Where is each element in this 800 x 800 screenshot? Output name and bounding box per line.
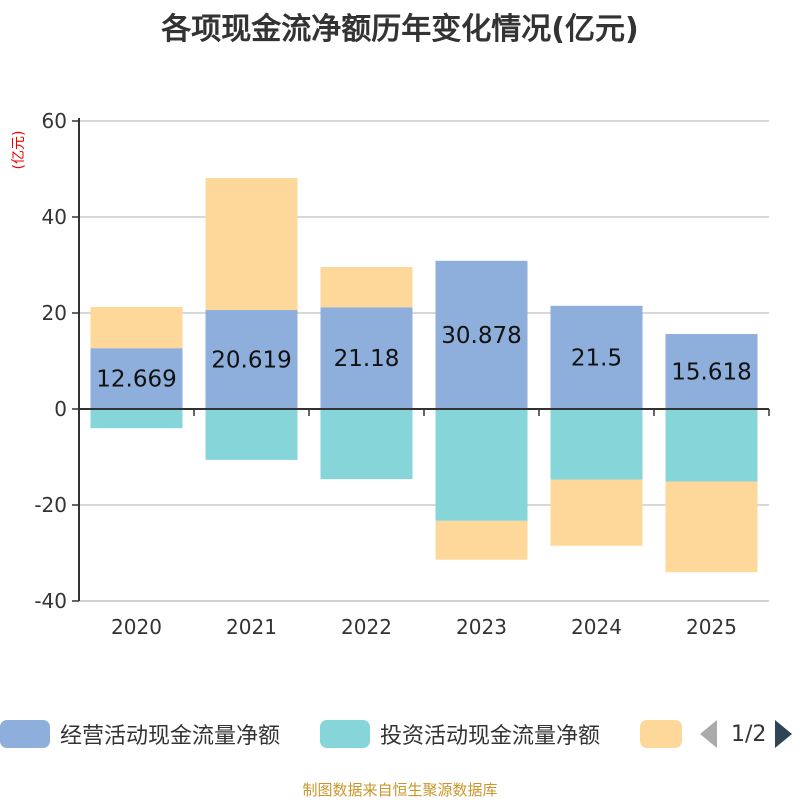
data-label: 12.669 [96, 367, 176, 393]
legend: 经营活动现金流量净额 投资活动现金流量净额 [0, 716, 800, 752]
x-tick-label: 2020 [111, 615, 162, 639]
data-labels: 12.669 20.619 21.18 30.878 21.5 15.618 [96, 323, 751, 393]
chart-plot: 60 40 20 0 -20 -40 2020 2021 2022 2023 2024 2025 1… [34, 109, 770, 639]
data-label: 20.619 [211, 348, 291, 374]
bar-operating-2022 [320, 307, 413, 409]
bar-operating-2025 [665, 334, 758, 409]
bar-investing-2022 [320, 409, 413, 480]
legend-item-investing[interactable]: 投资活动现金流量净额 [320, 716, 600, 752]
x-tick-label: 2023 [456, 615, 507, 639]
bar-third-2021 [205, 178, 298, 311]
x-tick-label: 2021 [226, 615, 277, 639]
bar-operating-2024 [550, 305, 643, 409]
y-tick-label: 20 [42, 301, 67, 325]
legend-swatch-third [640, 720, 682, 748]
bar-investing-2020 [90, 409, 183, 429]
x-tick-label: 2025 [686, 615, 737, 639]
bar-third-2024 [550, 479, 643, 546]
x-tick-label: 2022 [341, 615, 392, 639]
legend-page-indicator: 1/2 [731, 721, 767, 747]
x-tick-labels: 2020 2021 2022 2023 2024 2025 [111, 615, 737, 639]
data-label: 21.5 [571, 345, 622, 371]
y-tick-label: 60 [42, 109, 67, 133]
chart-title: 各项现金流净额历年变化情况(亿元) [161, 12, 639, 47]
y-tick-labels: 60 40 20 0 -20 -40 [34, 109, 67, 613]
bar-operating-2021 [205, 310, 298, 409]
data-label: 30.878 [441, 323, 521, 349]
bar-third-2022 [320, 267, 413, 308]
triangle-right-icon[interactable] [775, 720, 793, 748]
legend-label-investing: 投资活动现金流量净额 [380, 724, 601, 749]
bar-third-2023 [435, 520, 528, 560]
y-tick-label: -20 [34, 493, 67, 517]
legend-label-operating: 经营活动现金流量净额 [60, 724, 281, 749]
bar-operating-2023 [435, 260, 528, 409]
bar-investing-2024 [550, 409, 643, 480]
bars [90, 178, 758, 573]
grid-lines [79, 120, 769, 602]
legend-item-operating[interactable]: 经营活动现金流量净额 [0, 716, 280, 752]
data-source-note: 制图数据来自恒生聚源数据库 [302, 781, 498, 799]
bar-third-2025 [665, 481, 758, 573]
bar-investing-2023 [435, 409, 528, 521]
triangle-left-icon[interactable] [700, 720, 717, 748]
y-tick-label: 40 [42, 205, 67, 229]
bar-operating-2020 [90, 348, 183, 409]
data-label: 21.18 [334, 346, 400, 372]
data-label: 15.618 [671, 360, 751, 386]
y-tick-label: 0 [54, 397, 67, 421]
bar-investing-2021 [205, 409, 298, 460]
y-tick-label: -40 [34, 589, 67, 613]
bar-third-2020 [90, 306, 183, 349]
bar-investing-2025 [665, 409, 758, 482]
legend-swatch-investing [320, 720, 370, 748]
legend-swatch-operating [0, 720, 50, 748]
legend-item-third[interactable] [640, 716, 682, 752]
x-tick-label: 2024 [571, 615, 622, 639]
legend-pager: 1/2 [700, 716, 793, 752]
axes [72, 118, 770, 602]
